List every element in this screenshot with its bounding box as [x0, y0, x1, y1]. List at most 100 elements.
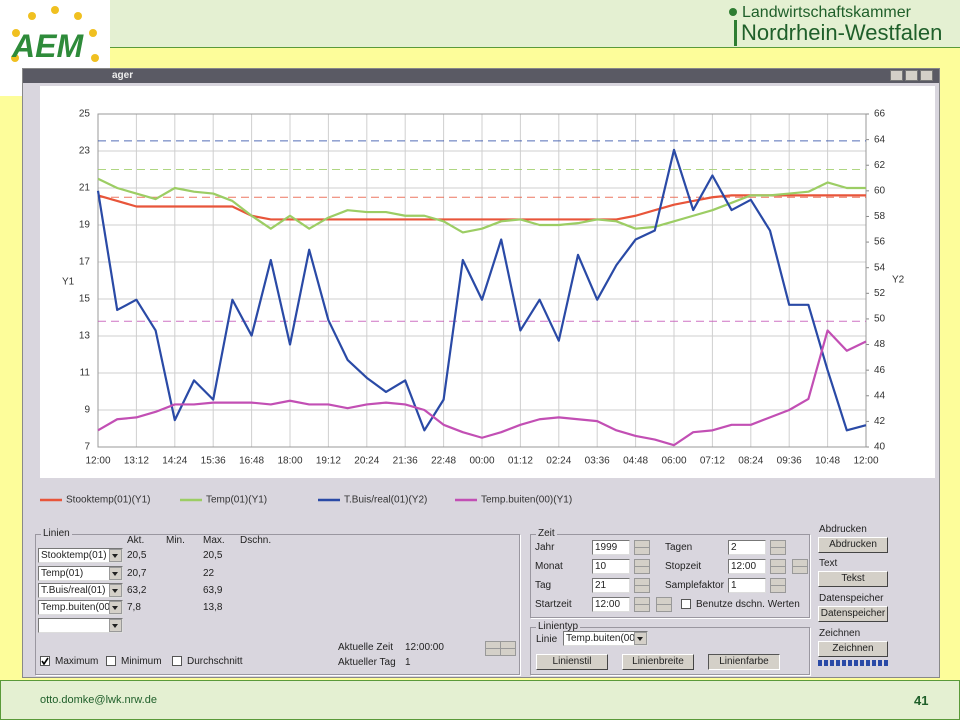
max-value: 20,5: [203, 550, 223, 561]
window-title: ager: [112, 70, 134, 81]
y-tick-label: 9: [84, 405, 90, 416]
y2-tick-label: 48: [874, 339, 886, 350]
button[interactable]: Linienstil: [536, 654, 608, 670]
y2-tick-label: 44: [874, 390, 886, 401]
combo-box[interactable]: [38, 618, 123, 633]
legend-label: T.Buis/real(01)(Y2): [344, 495, 427, 506]
y2-tick-label: 46: [874, 365, 886, 376]
x-tick-label: 01:12: [508, 456, 533, 467]
checkbox-label: Benutze dschn. Werten: [696, 599, 800, 610]
y-tick-label: 23: [79, 146, 91, 157]
y2-tick-label: 54: [874, 262, 886, 273]
text-field[interactable]: [728, 578, 766, 593]
text-field[interactable]: [592, 559, 630, 574]
close-button[interactable]: [920, 70, 933, 81]
field-label: Stopzeit: [665, 561, 702, 572]
field-label: Startzeit: [535, 599, 572, 610]
progress-bar: [818, 660, 888, 666]
combo-arrow-glyph: [112, 572, 118, 576]
combo-box[interactable]: [563, 631, 648, 646]
combo-box[interactable]: [38, 566, 123, 581]
text-field[interactable]: [728, 559, 766, 574]
y-tick-label: 25: [79, 109, 91, 120]
text-field[interactable]: [592, 578, 630, 593]
group-box: [530, 627, 810, 675]
combo-box[interactable]: [38, 583, 123, 598]
button[interactable]: Tekst: [818, 571, 888, 587]
org-line2: Nordrhein-Westfalen: [734, 20, 942, 46]
minimize-button[interactable]: [890, 70, 903, 81]
column-header: Min.: [166, 535, 185, 546]
max-value: 63,9: [203, 585, 223, 596]
checkbox[interactable]: [40, 656, 50, 666]
y-axis-label: Y1: [62, 277, 75, 288]
check-mark: [41, 657, 49, 666]
max-value: 13,8: [203, 602, 223, 613]
y-tick-label: 11: [80, 368, 91, 379]
spin-divider: [485, 648, 501, 649]
org-dot: [729, 8, 737, 16]
field-label: Tagen: [665, 542, 693, 553]
y2-tick-label: 50: [874, 314, 886, 325]
side-title: Abdrucken: [819, 524, 867, 535]
x-tick-label: 12:00: [853, 456, 878, 467]
combo-box[interactable]: [38, 548, 123, 563]
button[interactable]: Datenspeicher: [818, 606, 888, 622]
column-header: Dschn.: [240, 535, 272, 546]
text-field[interactable]: [592, 540, 630, 555]
combo-text: Stooktemp(01): [41, 550, 107, 561]
combo-box[interactable]: [38, 600, 123, 615]
series-line: [96, 148, 867, 432]
x-tick-label: 07:12: [700, 456, 725, 467]
header-bar: [0, 0, 960, 48]
y2-tick-label: 58: [874, 211, 886, 222]
current-value: 20,7: [127, 568, 147, 579]
y2-tick-label: 40: [874, 442, 886, 453]
button[interactable]: Zeichnen: [818, 641, 888, 657]
checkbox[interactable]: [681, 599, 691, 609]
spin-divider: [770, 585, 786, 586]
x-tick-label: 14:24: [162, 456, 187, 467]
text-field-value: 12:00: [731, 561, 757, 572]
series-line: [97, 329, 867, 447]
page-number: 41: [914, 693, 929, 708]
x-tick-label: 15:36: [201, 456, 226, 467]
field-label: Linie: [536, 634, 558, 645]
y2-tick-label: 62: [874, 160, 886, 171]
side-title: Datenspeicher: [819, 593, 884, 604]
text-field[interactable]: [728, 540, 766, 555]
time-value: 12:00:00: [405, 642, 444, 653]
y2-tick-label: 60: [874, 185, 886, 196]
group-title: Zeit: [536, 528, 557, 539]
field-label: Monat: [535, 561, 563, 572]
legend-label: Stooktemp(01)(Y1): [66, 495, 150, 506]
x-tick-label: 16:48: [239, 456, 264, 467]
text-field[interactable]: [592, 597, 630, 612]
x-tick-label: 13:12: [124, 456, 149, 467]
button[interactable]: Linienbreite: [622, 654, 694, 670]
y-tick-label: 7: [84, 442, 90, 453]
button[interactable]: Linienfarbe: [708, 654, 780, 670]
combo-text: T.Buis/real(01): [41, 585, 106, 596]
text-field-value: 1: [731, 580, 737, 591]
series-line: [97, 177, 866, 234]
maximize-button[interactable]: [905, 70, 918, 81]
x-tick-label: 10:48: [815, 456, 840, 467]
side-title: Zeichnen: [819, 628, 861, 639]
x-tick-label: 00:00: [469, 456, 494, 467]
y-tick-label: 15: [79, 294, 91, 305]
spin-divider: [634, 604, 650, 605]
x-tick-label: 06:00: [661, 456, 686, 467]
y2-axis-label: Y2: [892, 275, 905, 286]
checkbox[interactable]: [106, 656, 116, 666]
plot-frame: [97, 113, 867, 448]
checkbox-label: Durchschnitt: [187, 656, 243, 667]
button[interactable]: Abdrucken: [818, 537, 888, 553]
group-title: Linien: [41, 528, 72, 539]
checkbox[interactable]: [172, 656, 182, 666]
y-tick-label: 19: [79, 220, 91, 231]
field-label: Tag: [535, 580, 552, 591]
combo-text: Temp.buiten(00: [566, 633, 635, 644]
y2-tick-label: 64: [874, 134, 886, 145]
